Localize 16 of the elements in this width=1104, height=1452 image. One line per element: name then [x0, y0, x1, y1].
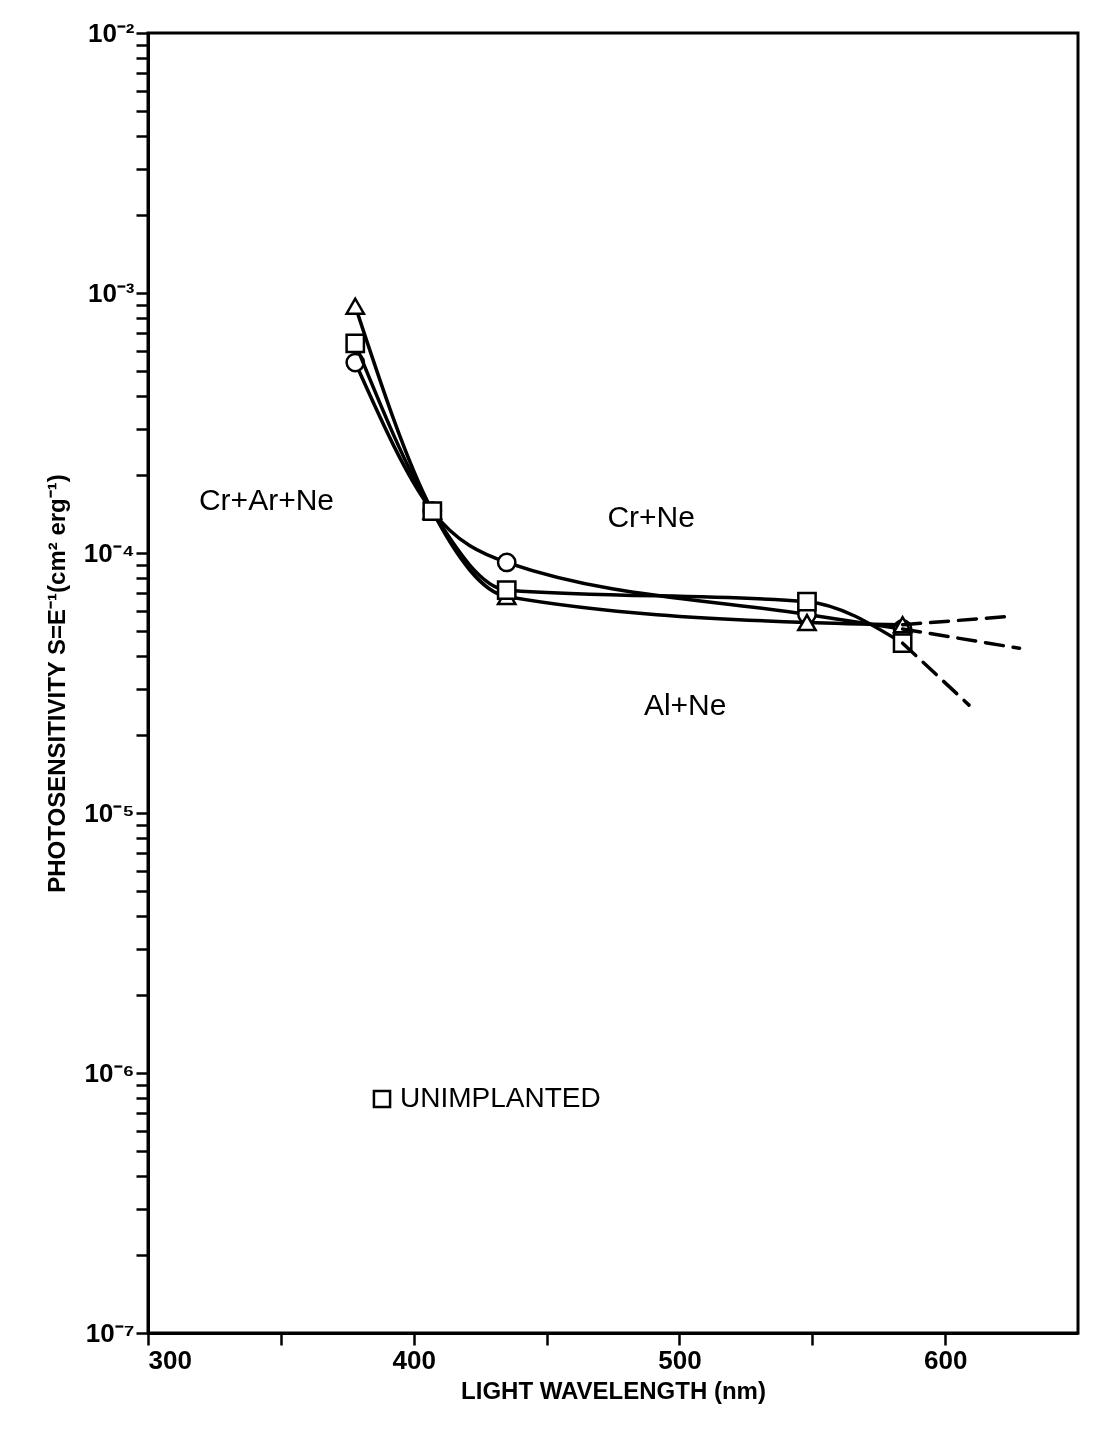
x-tick-label: 600 [923, 1344, 968, 1375]
y-tick-label: 10⁻⁷ [85, 1317, 135, 1348]
annotation: Cr+Ar+Ne [198, 483, 334, 516]
y-axis-title: PHOTOSENSITIVITY S=E⁻¹(cm² erg⁻¹) [42, 474, 70, 893]
y-tick-label: 10⁻⁴ [83, 537, 135, 568]
legend-label: UNIMPLANTED [400, 1082, 601, 1113]
annotation: Cr+Ne [607, 499, 695, 533]
annotation: Al+Ne [643, 688, 727, 722]
y-tick-label: 10⁻⁶ [84, 1057, 135, 1088]
y-tick-label: 10⁻³ [87, 277, 135, 308]
y-tick-label: 10⁻² [87, 17, 135, 48]
y-tick-label: 10⁻⁵ [84, 797, 135, 828]
x-tick-label: 300 [148, 1344, 192, 1375]
x-tick-label: 400 [392, 1344, 436, 1375]
x-tick-label: 500 [658, 1344, 702, 1375]
x-axis-title: LIGHT WAVELENGTH (nm) [461, 1376, 766, 1404]
